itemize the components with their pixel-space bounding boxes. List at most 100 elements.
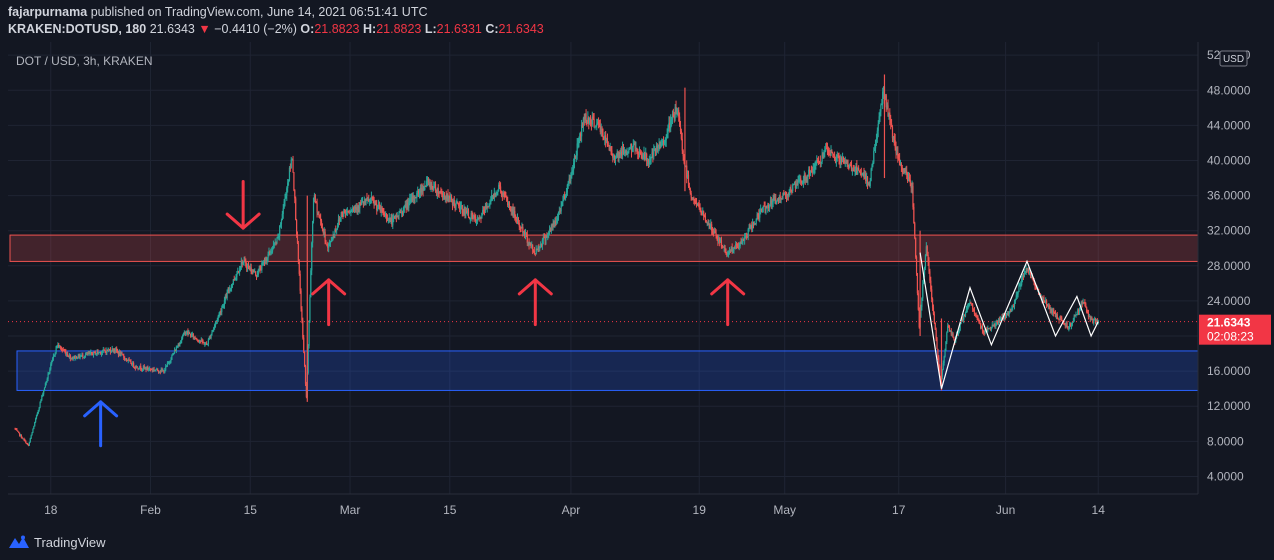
candle-body (245, 261, 247, 267)
candle-body (165, 365, 168, 367)
candle-body (1023, 272, 1025, 277)
candle-body (238, 269, 241, 272)
candle-body (619, 152, 621, 154)
candle-body (1075, 314, 1077, 317)
candle-body (455, 201, 457, 207)
candle-body (1025, 268, 1027, 272)
author-name[interactable]: fajarpurnama (8, 5, 88, 19)
currency-badge[interactable]: USD (1219, 50, 1248, 67)
candle-body (701, 212, 703, 214)
time-tick-label: Feb (140, 503, 161, 517)
candle-body (256, 274, 259, 277)
candle-body (931, 289, 933, 299)
candle-body (814, 164, 816, 170)
candle-body (582, 118, 585, 128)
candle-body (1065, 322, 1067, 327)
candle-body (909, 179, 911, 184)
candle-body (550, 225, 552, 232)
candle-body (1094, 318, 1097, 323)
candle-body (734, 247, 736, 249)
time-axis[interactable]: 18 Feb 15 Mar 15 Apr 19 May 17 Jun 14 (44, 503, 1105, 517)
candle-body (1091, 318, 1093, 320)
candle-body (1053, 313, 1056, 315)
candle-body (984, 328, 986, 333)
candle-body (318, 211, 320, 216)
candle-body (754, 223, 756, 225)
candle-body (468, 217, 470, 219)
candle-body (697, 204, 699, 206)
candle-body (612, 155, 614, 158)
candle-body (1033, 280, 1035, 286)
candle-body (781, 198, 783, 200)
candle-body (26, 443, 28, 445)
candle-body (350, 211, 352, 213)
candle-body (393, 216, 396, 218)
candle-body (706, 222, 708, 224)
candle-body (1067, 327, 1069, 329)
candle-body (913, 206, 915, 224)
price-chart[interactable]: DOT / USD, 3h, KRAKEN 4.0000 8.0000 12.000… (0, 42, 1274, 528)
tradingview-logo-icon[interactable] (8, 534, 30, 550)
candle-body (736, 243, 738, 245)
candle-body (597, 122, 600, 124)
candle-body (581, 125, 583, 137)
candle-body (418, 190, 420, 194)
candle-body (594, 126, 596, 128)
candle-body (297, 243, 299, 261)
candle-body (923, 267, 926, 275)
candle-body (324, 231, 326, 242)
candle-body (393, 216, 395, 219)
candle-body (1090, 318, 1092, 320)
candle-body (564, 194, 566, 199)
candle-body (133, 366, 136, 368)
candle-body (139, 365, 141, 369)
candle-body (654, 148, 656, 150)
candle-body (1055, 314, 1057, 318)
candle-body (342, 215, 344, 217)
price-tick-label: 12.0000 (1207, 399, 1251, 413)
candle-body (541, 239, 544, 246)
candle-body (510, 208, 512, 212)
candle-body (271, 251, 273, 253)
candle-body (366, 198, 368, 200)
candle-body (671, 113, 674, 120)
candle-body (756, 214, 758, 220)
candle-body (907, 173, 909, 182)
candle-body (646, 153, 648, 161)
candle-body (841, 157, 843, 162)
candle-body (214, 324, 216, 328)
candle-body (291, 159, 293, 161)
candle-body (906, 171, 908, 174)
candle-body (504, 195, 506, 197)
candle-body (782, 193, 784, 200)
candle-body (377, 204, 380, 208)
price-axis[interactable]: 4.00008.000012.000016.000020.000024.0000… (1207, 48, 1251, 483)
candle-body (1008, 311, 1010, 315)
candle-body (270, 252, 272, 254)
tradingview-brand[interactable]: TradingView (34, 535, 106, 550)
candle-body (1035, 287, 1037, 289)
candle-body (127, 359, 129, 361)
candle-body (655, 146, 658, 153)
candle-body (116, 348, 118, 352)
candle-body (51, 361, 53, 365)
candle-body (152, 369, 154, 371)
candle-body (108, 349, 110, 351)
candle-body (660, 145, 662, 148)
symbol-label[interactable]: KRAKEN:DOTUSD, 180 (8, 22, 147, 36)
candle-body (526, 234, 528, 243)
candle-body (482, 210, 484, 213)
candle-body (405, 203, 407, 209)
candle-body (652, 152, 654, 157)
candle-body (559, 210, 561, 212)
candle-body (352, 207, 355, 209)
plot-area[interactable] (8, 42, 1198, 494)
candle-body (633, 143, 635, 145)
candle-body (1003, 316, 1005, 319)
candle-body (868, 182, 870, 186)
candle-body (198, 340, 201, 342)
candle-body (365, 198, 367, 203)
candle-body (722, 246, 724, 248)
candle-body (642, 158, 644, 160)
candle-body (751, 225, 753, 229)
